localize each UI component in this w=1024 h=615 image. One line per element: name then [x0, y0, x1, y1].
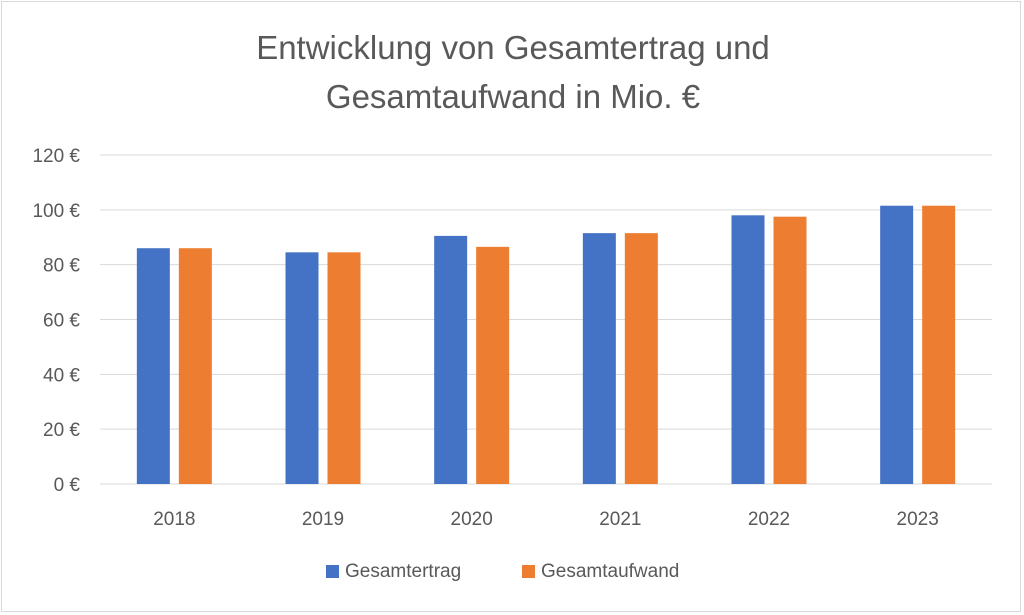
legend-swatch-gesamtaufwand — [522, 565, 535, 578]
x-tick-label: 2021 — [599, 509, 641, 530]
bar-gesamtertrag-2023 — [880, 205, 914, 485]
legend: Gesamtertrag Gesamtaufwand — [326, 561, 679, 582]
bar-gesamtaufwand-2019 — [327, 252, 361, 484]
y-tick-label: 0 € — [54, 475, 81, 496]
x-axis-ticks: 2018 2019 2020 2021 2022 2023 — [153, 509, 939, 530]
y-axis-ticks: 0 € 20 € 40 € 60 € 80 € 100 € 120 € — [32, 146, 80, 496]
chart-title-line-2: Gesamtaufwand in Mio. € — [326, 78, 700, 115]
bar-gesamtertrag-2020 — [434, 235, 468, 484]
bar-gesamtertrag-2018 — [136, 248, 170, 484]
y-tick-label: 40 € — [43, 365, 80, 386]
y-tick-label: 120 € — [32, 146, 80, 167]
x-tick-label: 2023 — [897, 509, 939, 530]
bars — [136, 205, 956, 485]
chart-title-line-1: Entwicklung von Gesamtertrag und — [256, 29, 770, 66]
x-tick-label: 2019 — [302, 509, 344, 530]
y-tick-label: 60 € — [43, 311, 80, 332]
x-tick-label: 2022 — [748, 509, 790, 530]
bar-gesamtaufwand-2021 — [624, 233, 658, 484]
gridlines — [100, 154, 992, 485]
bar-gesamtaufwand-2023 — [922, 205, 956, 485]
bar-gesamtaufwand-2022 — [773, 216, 807, 484]
bar-gesamtaufwand-2018 — [178, 248, 212, 484]
legend-label-gesamtertrag: Gesamtertrag — [345, 561, 461, 582]
x-tick-label: 2018 — [153, 509, 195, 530]
y-tick-label: 100 € — [32, 201, 80, 222]
legend-label-gesamtaufwand: Gesamtaufwand — [541, 561, 679, 582]
bar-gesamtertrag-2021 — [582, 233, 616, 484]
bar-gesamtaufwand-2020 — [476, 246, 510, 484]
y-tick-label: 20 € — [43, 420, 80, 441]
bar-gesamtertrag-2022 — [731, 215, 765, 485]
y-tick-label: 80 € — [43, 256, 80, 277]
x-tick-label: 2020 — [451, 509, 493, 530]
legend-swatch-gesamtertrag — [326, 565, 339, 578]
bar-gesamtertrag-2019 — [285, 252, 319, 484]
